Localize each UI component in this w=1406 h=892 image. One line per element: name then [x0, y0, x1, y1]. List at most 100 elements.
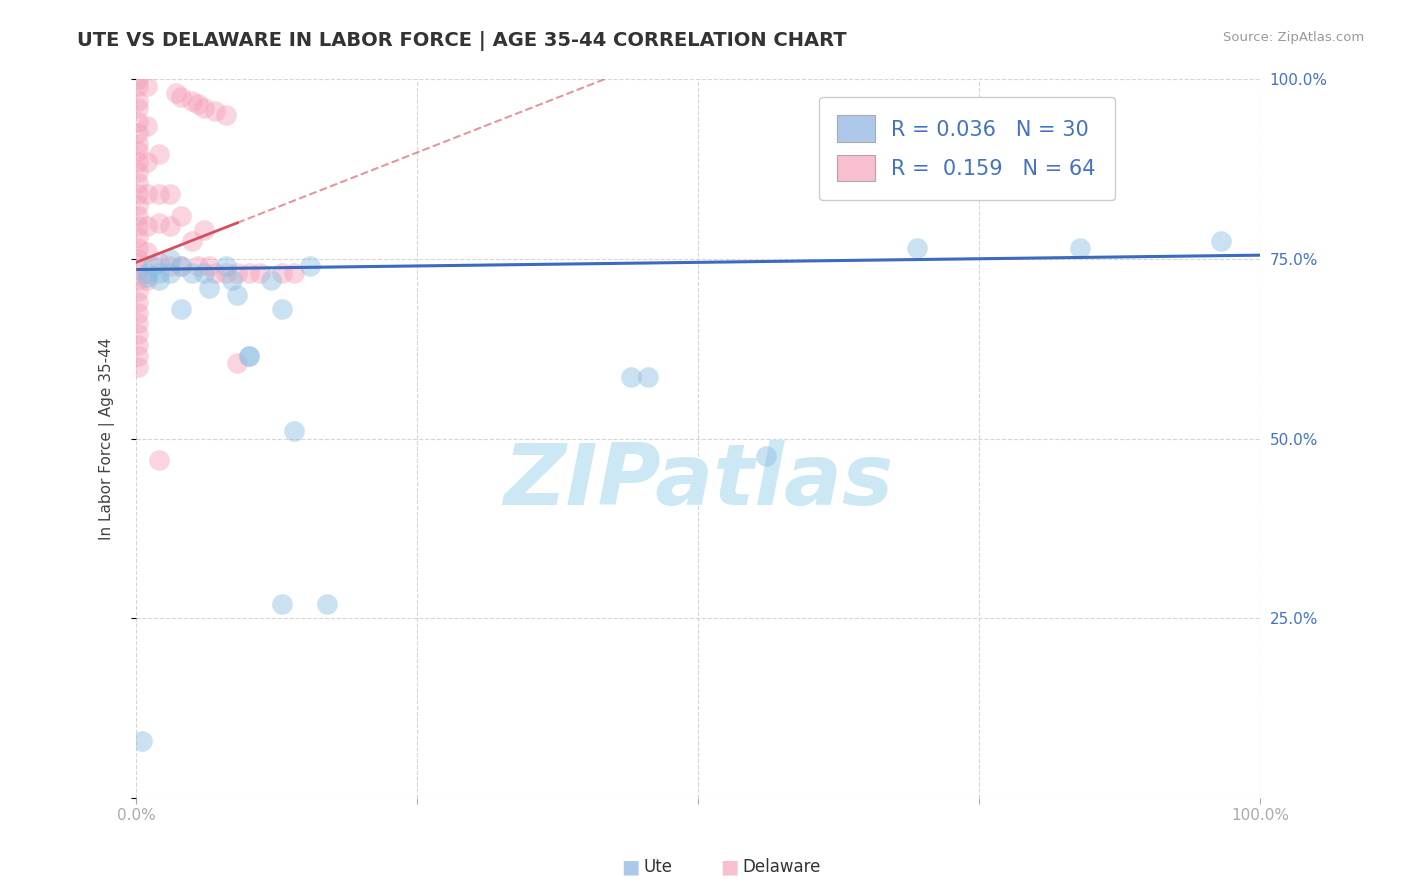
Point — [127, 219, 149, 234]
Point — [215, 259, 238, 273]
Point — [127, 262, 149, 277]
Point — [136, 219, 159, 234]
Point — [127, 306, 149, 320]
Point — [127, 338, 149, 352]
Point — [127, 241, 149, 255]
Point — [754, 450, 776, 464]
Point — [170, 90, 193, 104]
Point — [127, 273, 149, 287]
Point — [136, 266, 159, 280]
Point — [148, 453, 170, 467]
Point — [142, 259, 165, 273]
Point — [127, 72, 149, 87]
Point — [127, 144, 149, 158]
Point — [271, 302, 294, 317]
Point — [221, 273, 243, 287]
Point — [148, 273, 170, 287]
Point — [159, 219, 181, 234]
Point — [127, 284, 149, 298]
Point — [148, 216, 170, 230]
Point — [136, 244, 159, 259]
Point — [238, 349, 260, 363]
Point — [283, 425, 305, 439]
Point — [283, 266, 305, 280]
Point — [159, 259, 181, 273]
Point — [226, 356, 249, 370]
Point — [238, 349, 260, 363]
Point — [136, 187, 159, 202]
Point — [127, 79, 149, 94]
Point — [905, 241, 928, 255]
Point — [215, 266, 238, 280]
Point — [127, 209, 149, 223]
Point — [148, 255, 170, 269]
Point — [127, 115, 149, 129]
Point — [193, 101, 215, 115]
Point — [127, 294, 149, 309]
Point — [316, 597, 339, 611]
Point — [127, 94, 149, 108]
Point — [215, 108, 238, 122]
Point — [198, 280, 221, 294]
Point — [249, 266, 271, 280]
Point — [637, 370, 659, 384]
Point — [187, 259, 209, 273]
Point — [127, 176, 149, 190]
Point — [127, 349, 149, 363]
Point — [170, 259, 193, 273]
Point — [148, 187, 170, 202]
Point — [127, 101, 149, 115]
Point — [127, 252, 149, 266]
Point — [187, 97, 209, 112]
Point — [159, 266, 181, 280]
Point — [127, 187, 149, 202]
Point — [620, 370, 643, 384]
Point — [271, 266, 294, 280]
Text: ■: ■ — [621, 857, 640, 877]
Point — [159, 252, 181, 266]
Point — [1209, 234, 1232, 248]
Point — [148, 147, 170, 161]
Point — [204, 266, 226, 280]
Point — [148, 266, 170, 280]
Text: UTE VS DELAWARE IN LABOR FORCE | AGE 35-44 CORRELATION CHART: UTE VS DELAWARE IN LABOR FORCE | AGE 35-… — [77, 31, 846, 51]
Point — [170, 302, 193, 317]
Text: ZIPatlas: ZIPatlas — [503, 440, 893, 524]
Point — [299, 259, 322, 273]
Point — [226, 287, 249, 301]
Point — [136, 154, 159, 169]
Point — [181, 266, 204, 280]
Point — [193, 223, 215, 237]
Point — [127, 126, 149, 140]
Point — [238, 266, 260, 280]
Legend: R = 0.036   N = 30, R =  0.159   N = 64: R = 0.036 N = 30, R = 0.159 N = 64 — [818, 96, 1115, 200]
Point — [127, 154, 149, 169]
Text: Ute: Ute — [644, 858, 673, 876]
Y-axis label: In Labor Force | Age 35-44: In Labor Force | Age 35-44 — [100, 337, 115, 540]
Point — [136, 273, 159, 287]
Point — [127, 198, 149, 212]
Text: Source: ZipAtlas.com: Source: ZipAtlas.com — [1223, 31, 1364, 45]
Point — [193, 266, 215, 280]
Point — [181, 234, 204, 248]
Text: ■: ■ — [720, 857, 738, 877]
Point — [170, 209, 193, 223]
Point — [260, 273, 283, 287]
Point — [1069, 241, 1091, 255]
Point — [127, 359, 149, 374]
Point — [204, 104, 226, 119]
Point — [170, 259, 193, 273]
Point — [198, 259, 221, 273]
Point — [136, 79, 159, 94]
Text: Delaware: Delaware — [742, 858, 821, 876]
Point — [159, 187, 181, 202]
Point — [131, 733, 153, 747]
Point — [127, 136, 149, 151]
Point — [165, 87, 187, 101]
Point — [127, 165, 149, 179]
Point — [226, 266, 249, 280]
Point — [127, 317, 149, 331]
Point — [127, 327, 149, 342]
Point — [181, 94, 204, 108]
Point — [136, 119, 159, 133]
